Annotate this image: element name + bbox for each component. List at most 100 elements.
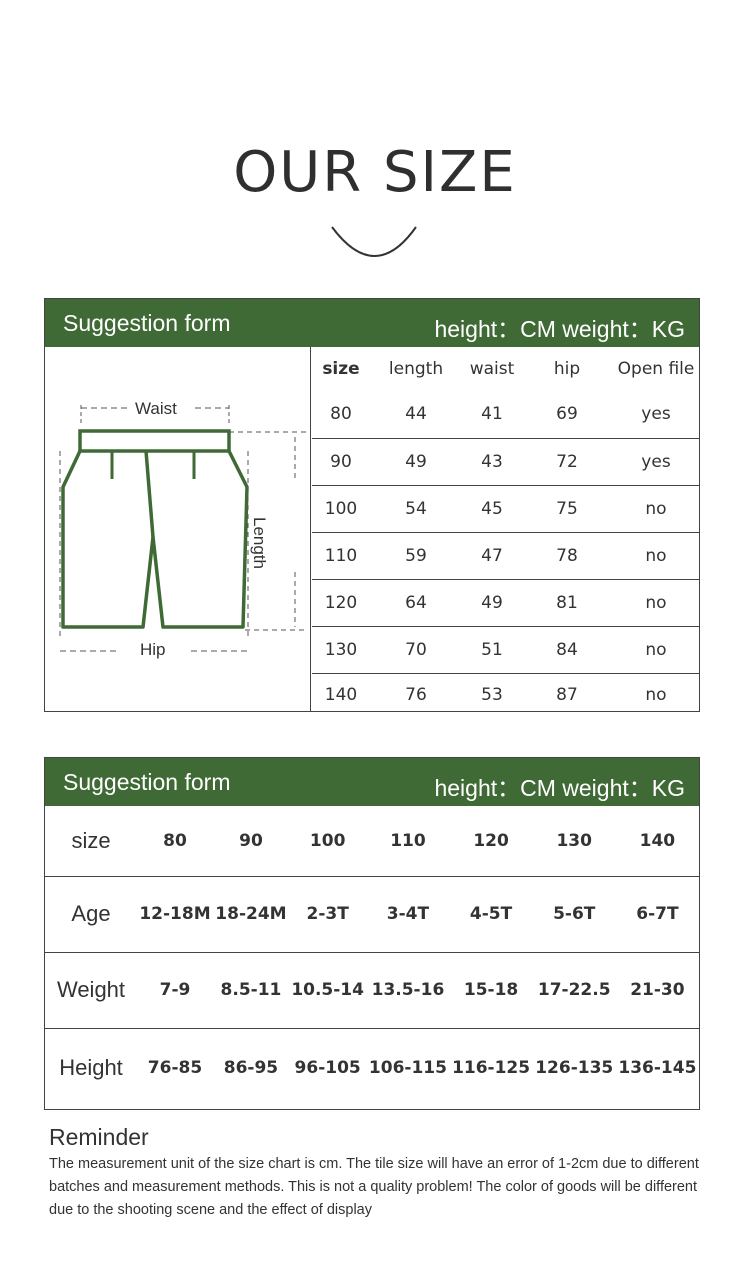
table-row: 80 44 41 69 yes: [312, 391, 700, 439]
table-cell: no: [612, 579, 700, 627]
table-cell: 47: [462, 532, 522, 580]
table-cell: 7-9: [137, 952, 213, 1029]
table-cell: 78: [522, 532, 612, 580]
table-row: Age 12-18M 18-24M 2-3T 3-4T 4-5T 5-6T 6-…: [45, 876, 699, 953]
table-cell: 106-115: [368, 1058, 447, 1079]
table-cell: 80: [312, 391, 370, 439]
table-cell: 59: [370, 532, 462, 580]
age-size-panel: Suggestion form height：CM weight：KG size…: [44, 757, 700, 1110]
column-header: waist: [469, 359, 515, 379]
panel-header: Suggestion form height：CM weight：KG: [45, 758, 699, 806]
table-cell: 126-135: [535, 1058, 614, 1079]
table-row: 110 59 47 78 no: [312, 532, 700, 580]
size-measurement-panel: Suggestion form height：CM weight：KG: [44, 298, 700, 712]
panel-header-title: Suggestion form: [63, 769, 231, 795]
table-cell: 90: [312, 438, 370, 486]
table-cell: 44: [370, 391, 462, 439]
table-cell: 41: [462, 391, 522, 439]
shorts-diagram: Waist Hip Length: [45, 347, 311, 712]
waist-label: Waist: [135, 399, 177, 418]
table-cell: 120: [449, 806, 533, 877]
table-cell: 76-85: [147, 1058, 203, 1079]
table-cell: yes: [612, 391, 700, 439]
table-cell: 70: [370, 626, 462, 674]
table-cell: 81: [522, 579, 612, 627]
table-cell: 130: [312, 626, 370, 674]
table-cell: 100: [312, 485, 370, 533]
table-row: Weight 7-9 8.5-11 10.5-14 13.5-16 15-18 …: [45, 952, 699, 1029]
table-cell: 2-3T: [288, 876, 367, 953]
table-cell: 69: [522, 391, 612, 439]
table-cell: 5-6T: [532, 876, 616, 953]
table-row: 130 70 51 84 no: [312, 626, 700, 674]
table-row: 100 54 45 75 no: [312, 485, 700, 533]
table-cell: 8.5-11: [212, 952, 289, 1029]
table-cell: 53: [481, 685, 503, 706]
table-cell: no: [645, 685, 667, 706]
table-header-row: size length waist hip Open file: [312, 347, 700, 391]
column-header: length: [388, 359, 444, 379]
length-label: Length: [250, 517, 269, 569]
table-cell: 54: [370, 485, 462, 533]
table-cell: 18-24M: [212, 876, 289, 953]
table-cell: 75: [522, 485, 612, 533]
table-cell: 96-105: [294, 1058, 361, 1079]
row-label: Height: [59, 1055, 123, 1081]
reminder-text: The measurement unit of the size chart i…: [49, 1156, 699, 1218]
table-cell: yes: [612, 438, 700, 486]
table-cell: 80: [137, 806, 213, 877]
table-cell: 49: [370, 438, 462, 486]
table-row: 140 76 53 87 no: [312, 673, 700, 717]
table-row: size 80 90 100 110 120 130 140: [45, 806, 699, 877]
table-cell: 76: [405, 685, 427, 706]
table-cell: 100: [288, 806, 367, 877]
table-cell: no: [612, 485, 700, 533]
table-cell: 120: [312, 579, 370, 627]
table-cell: 15-18: [449, 952, 533, 1029]
panel-header-units: height：CM weight：KG: [434, 775, 685, 801]
table-cell: 21-30: [615, 952, 699, 1029]
table-cell: 110: [366, 806, 450, 877]
table-cell: no: [612, 532, 700, 580]
smile-divider-icon: [331, 226, 417, 257]
table-cell: 130: [532, 806, 616, 877]
column-header: hip: [553, 359, 581, 379]
table-cell: 64: [370, 579, 462, 627]
hip-label: Hip: [140, 640, 166, 659]
table-cell: no: [612, 626, 700, 674]
table-cell: 12-18M: [137, 876, 213, 953]
table-cell: 140: [324, 685, 358, 706]
table-cell: 136-145: [618, 1058, 697, 1079]
age-size-table: size 80 90 100 110 120 130 140 Age 12-18…: [45, 806, 699, 1108]
table-cell: 43: [462, 438, 522, 486]
table-cell: 87: [556, 685, 578, 706]
table-cell: 10.5-14: [288, 952, 367, 1029]
table-cell: 3-4T: [366, 876, 450, 953]
column-header: size: [322, 359, 360, 379]
table-cell: 49: [462, 579, 522, 627]
table-cell: 116-125: [452, 1058, 531, 1079]
table-cell: 140: [615, 806, 699, 877]
table-row: Height 76-85 86-95 96-105 106-115 116-12…: [45, 1028, 699, 1108]
column-header: Open file: [617, 359, 695, 379]
panel-header: Suggestion form height：CM weight：KG: [45, 299, 699, 347]
panel-header-units: height：CM weight：KG: [434, 316, 685, 342]
table-cell: 86-95: [223, 1058, 279, 1079]
table-cell: 17-22.5: [532, 952, 616, 1029]
panel-header-title: Suggestion form: [63, 310, 231, 336]
table-row: 90 49 43 72 yes: [312, 438, 700, 486]
row-label: size: [45, 806, 137, 877]
table-cell: 4-5T: [449, 876, 533, 953]
table-cell: 110: [312, 532, 370, 580]
table-cell: 13.5-16: [366, 952, 450, 1029]
table-cell: 45: [462, 485, 522, 533]
page-title: OUR SIZE: [233, 140, 517, 205]
table-cell: 6-7T: [615, 876, 699, 953]
reminder-title: Reminder: [49, 1124, 149, 1150]
row-label: Age: [45, 876, 137, 953]
shorts-outline-icon: [59, 405, 307, 652]
measurement-table: size length waist hip Open file 80 44 41…: [312, 347, 700, 717]
table-row: 120 64 49 81 no: [312, 579, 700, 627]
table-cell: 84: [522, 626, 612, 674]
table-cell: 51: [462, 626, 522, 674]
